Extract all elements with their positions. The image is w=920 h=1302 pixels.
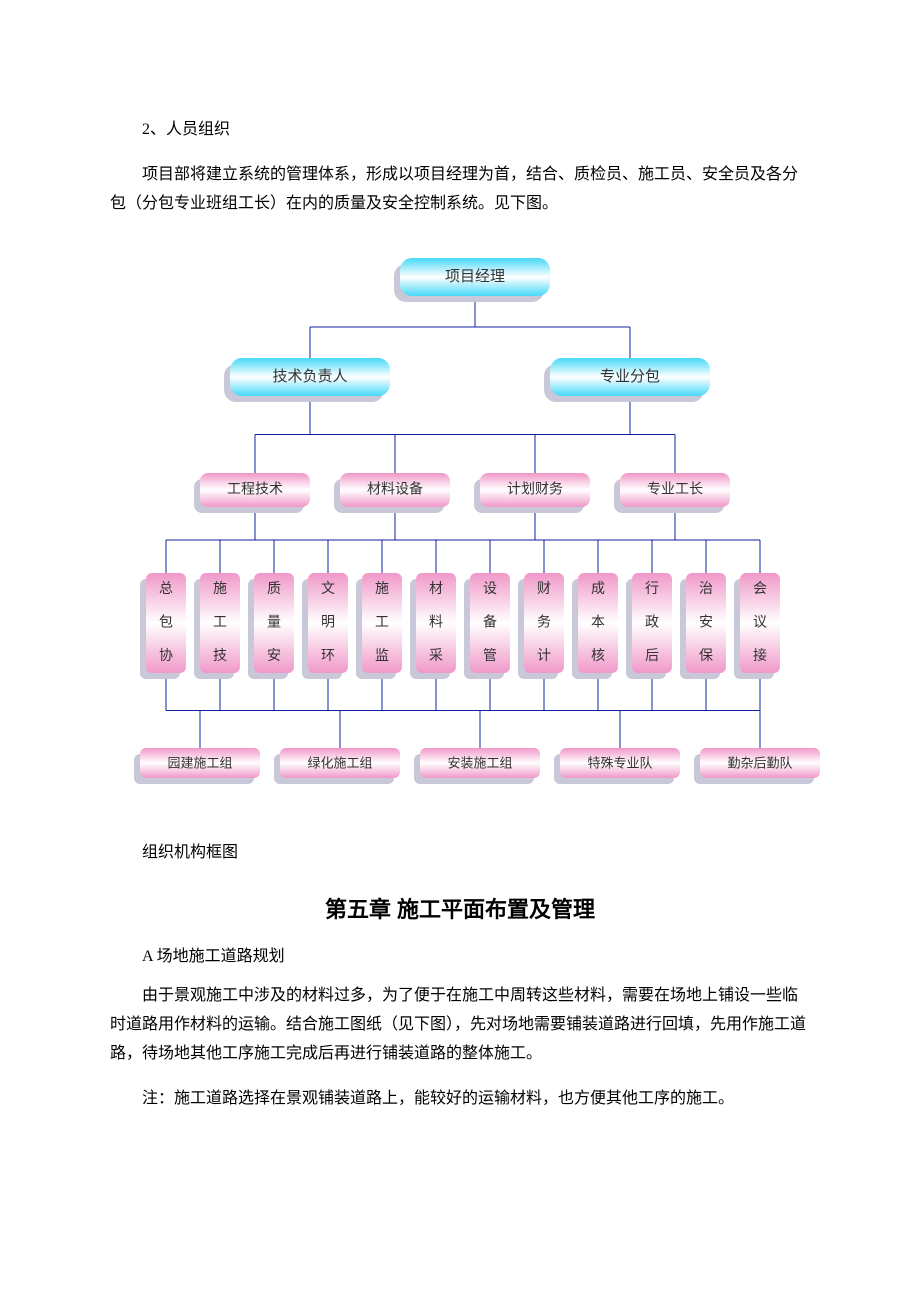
svg-text:治: 治 (699, 582, 713, 598)
chapter-heading: 第五章 施工平面布置及管理 (110, 892, 810, 924)
svg-text:施: 施 (375, 582, 389, 598)
subsection-a: A 场地施工道路规划 (110, 942, 810, 966)
svg-text:行: 行 (645, 582, 659, 598)
svg-text:安装施工组: 安装施工组 (447, 756, 512, 771)
svg-text:协: 协 (159, 648, 173, 664)
note-paragraph: 注：施工道路选择在景观铺装道路上，能较好的运输材料，也方便其他工序的施工。 (110, 1085, 810, 1114)
svg-text:专业工长: 专业工长 (647, 482, 703, 498)
svg-text:量: 量 (267, 615, 281, 631)
section-number: 2、人员组织 (110, 116, 810, 145)
intro-paragraph: 项目部将建立系统的管理体系，形成以项目经理为首，结合、质检员、施工员、安全员及各… (110, 161, 810, 219)
svg-text:技: 技 (213, 648, 227, 664)
chart-caption: 组织机构框图 (110, 838, 810, 862)
svg-text:政: 政 (645, 615, 659, 631)
svg-text:绿化施工组: 绿化施工组 (307, 756, 372, 771)
svg-text:计: 计 (537, 648, 551, 664)
svg-text:材: 材 (429, 582, 443, 598)
svg-text:工: 工 (213, 616, 227, 631)
svg-text:安: 安 (267, 648, 281, 664)
svg-text:管: 管 (483, 648, 497, 664)
svg-text:核: 核 (591, 648, 605, 664)
svg-text:工程技术: 工程技术 (227, 482, 283, 498)
svg-text:计划财务: 计划财务 (507, 482, 563, 498)
svg-text:设: 设 (483, 582, 497, 598)
svg-text:园建施工组: 园建施工组 (167, 756, 232, 771)
svg-text:成: 成 (591, 582, 605, 598)
svg-text:会: 会 (753, 582, 767, 598)
org-chart: 项目经理技术负责人专业分包工程技术材料设备计划财务专业工长总包协施工技质量安文明… (110, 248, 810, 818)
svg-text:监: 监 (375, 648, 389, 664)
svg-text:质: 质 (267, 582, 281, 598)
svg-text:施: 施 (213, 582, 227, 598)
svg-text:文: 文 (321, 582, 335, 598)
svg-text:采: 采 (429, 648, 443, 664)
svg-text:包: 包 (159, 615, 173, 631)
svg-text:项目经理: 项目经理 (445, 268, 505, 285)
svg-text:议: 议 (753, 615, 767, 631)
svg-text:环: 环 (321, 649, 335, 664)
body-paragraph-1: 由于景观施工中涉及的材料过多，为了便于在施工中周转这些材料，需要在场地上铺设一些… (110, 982, 810, 1068)
svg-text:材料设备: 材料设备 (367, 481, 423, 498)
svg-text:安: 安 (699, 615, 713, 631)
svg-text:料: 料 (429, 615, 443, 631)
svg-text:明: 明 (321, 616, 335, 631)
svg-text:本: 本 (591, 615, 605, 631)
svg-text:备: 备 (483, 614, 497, 631)
svg-text:保: 保 (699, 648, 713, 664)
svg-text:总: 总 (159, 582, 173, 598)
svg-text:财: 财 (537, 582, 551, 598)
svg-text:接: 接 (753, 647, 767, 664)
svg-text:技术负责人: 技术负责人 (272, 368, 347, 385)
svg-text:专业分包: 专业分包 (600, 368, 660, 385)
svg-text:特殊专业队: 特殊专业队 (587, 756, 652, 771)
svg-text:勤杂后勤队: 勤杂后勤队 (727, 756, 792, 771)
svg-text:务: 务 (537, 615, 551, 631)
svg-text:后: 后 (645, 648, 659, 664)
svg-text:工: 工 (375, 616, 389, 631)
